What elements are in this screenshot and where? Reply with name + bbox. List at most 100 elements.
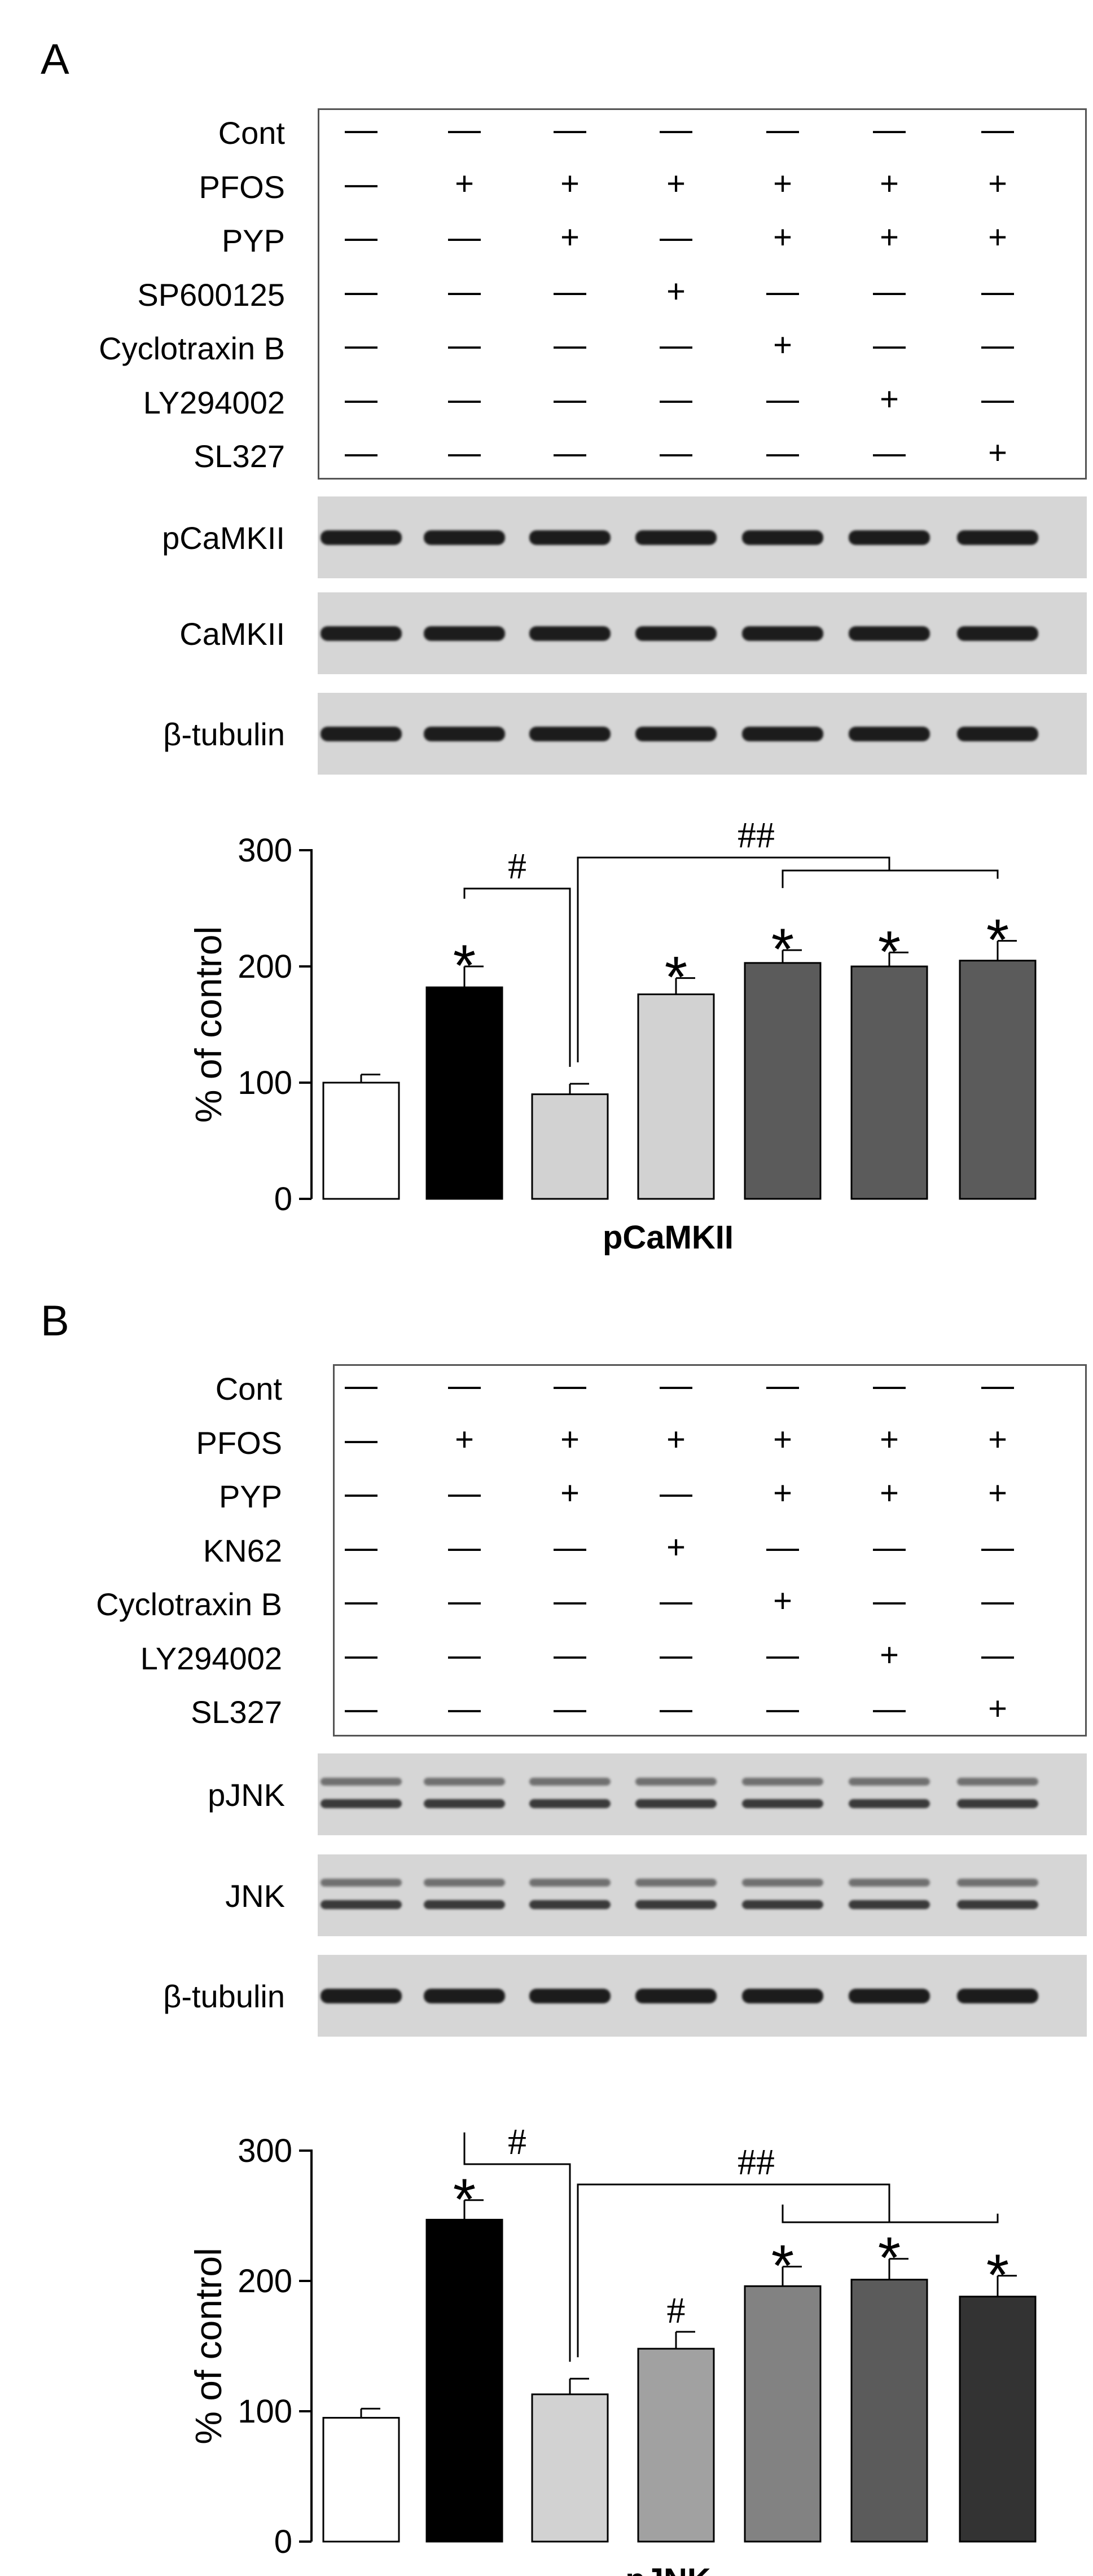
- plus-mark: +: [880, 219, 899, 256]
- blot-band: [424, 626, 505, 641]
- blot-band: [635, 1777, 717, 1786]
- minus-mark: —: [660, 434, 692, 471]
- minus-mark: —: [448, 219, 481, 256]
- minus-mark: —: [345, 1475, 377, 1511]
- significance-mark: *: [771, 917, 794, 982]
- minus-mark: —: [873, 1582, 906, 1619]
- comparison-bracket: [577, 856, 890, 1063]
- minus-mark: —: [981, 327, 1014, 363]
- minus-mark: —: [660, 1582, 692, 1619]
- minus-mark: —: [448, 1690, 481, 1727]
- blot-band: [849, 726, 930, 741]
- y-tick-label: 0: [274, 2524, 292, 2560]
- condition-label: LY294002: [140, 1640, 282, 1676]
- significance-mark: *: [453, 2167, 476, 2232]
- minus-mark: —: [554, 434, 586, 471]
- minus-mark: —: [660, 1636, 692, 1673]
- minus-mark: —: [448, 380, 481, 417]
- condition-label: Cyclotraxin B: [96, 1586, 282, 1622]
- condition-label: KN62: [203, 1532, 282, 1568]
- minus-mark: —: [345, 327, 377, 363]
- bracket-label: #: [508, 846, 526, 887]
- blot-label: β-tubulin: [163, 716, 285, 752]
- blot-band: [635, 530, 717, 545]
- minus-mark: —: [448, 272, 481, 310]
- minus-mark: —: [981, 380, 1014, 417]
- bracket-label: #: [508, 2121, 526, 2162]
- significance-mark: *: [878, 919, 901, 984]
- plus-mark: +: [988, 1421, 1007, 1458]
- minus-mark: —: [345, 434, 377, 471]
- minus-mark: —: [448, 327, 481, 363]
- comparison-bracket: [782, 869, 999, 889]
- blot-band: [742, 626, 823, 641]
- comparison-bracket: [782, 2204, 999, 2223]
- plus-mark: +: [880, 1475, 899, 1511]
- blot-band: [635, 726, 717, 741]
- blot-band: [957, 1799, 1038, 1808]
- blot-band: [321, 626, 402, 641]
- blot-band: [742, 1988, 823, 2003]
- plus-mark: +: [773, 327, 792, 363]
- plus-mark: +: [455, 1421, 474, 1458]
- minus-mark: —: [554, 1582, 586, 1619]
- condition-label: Cyclotraxin B: [99, 331, 285, 366]
- minus-mark: —: [448, 1528, 481, 1566]
- minus-mark: —: [981, 1636, 1014, 1673]
- minus-mark: —: [554, 380, 586, 417]
- significance-mark: #: [667, 2290, 686, 2331]
- condition-box: [333, 1364, 1087, 1737]
- minus-mark: —: [448, 111, 481, 148]
- blot-band: [424, 1799, 505, 1808]
- minus-mark: —: [448, 1582, 481, 1619]
- blot-band: [849, 626, 930, 641]
- minus-mark: —: [345, 1528, 377, 1566]
- blot-band: [529, 1878, 611, 1887]
- minus-mark: —: [554, 1636, 586, 1673]
- minus-mark: —: [660, 1475, 692, 1511]
- significance-mark: *: [453, 933, 476, 999]
- condition-label: LY294002: [143, 384, 285, 420]
- plus-mark: +: [560, 219, 580, 256]
- y-tick-label: 300: [238, 2133, 292, 2169]
- blot-band: [321, 1777, 402, 1786]
- minus-mark: —: [448, 1367, 481, 1404]
- blot-band: [742, 1878, 823, 1887]
- plus-mark: +: [880, 1421, 899, 1458]
- plus-mark: +: [988, 1690, 1007, 1727]
- minus-mark: —: [873, 327, 906, 363]
- plus-mark: +: [988, 219, 1007, 256]
- blot-band: [424, 1988, 505, 2003]
- blot-band: [849, 1799, 930, 1808]
- bar: [322, 2417, 400, 2543]
- minus-mark: —: [873, 111, 906, 148]
- minus-mark: —: [766, 380, 799, 417]
- plus-mark: +: [880, 1636, 899, 1673]
- blot-band: [635, 1900, 717, 1909]
- plus-mark: +: [773, 1582, 792, 1619]
- blot-band: [529, 1988, 611, 2003]
- blot-band: [321, 1900, 402, 1909]
- y-tick-label: 200: [238, 948, 292, 985]
- bracket-label: ##: [738, 815, 775, 856]
- minus-mark: —: [448, 1475, 481, 1511]
- blot-band: [957, 1988, 1038, 2003]
- significance-mark: *: [986, 908, 1009, 973]
- bar: [959, 2296, 1037, 2543]
- x-axis-label: pCaMKII: [603, 1219, 734, 1256]
- blot-band: [957, 1777, 1038, 1786]
- y-axis-label: % of control: [187, 2248, 229, 2445]
- blot-band: [321, 1988, 402, 2003]
- plus-mark: +: [773, 1421, 792, 1458]
- minus-mark: —: [981, 111, 1014, 148]
- plus-mark: +: [666, 1528, 686, 1566]
- minus-mark: —: [873, 272, 906, 310]
- minus-mark: —: [873, 1690, 906, 1727]
- significance-mark: *: [665, 945, 687, 1010]
- comparison-bracket: [463, 2132, 571, 2362]
- significance-mark: *: [771, 2234, 794, 2299]
- blot-band: [957, 726, 1038, 741]
- blot-band: [957, 1878, 1038, 1887]
- minus-mark: —: [345, 165, 377, 202]
- minus-mark: —: [873, 1367, 906, 1404]
